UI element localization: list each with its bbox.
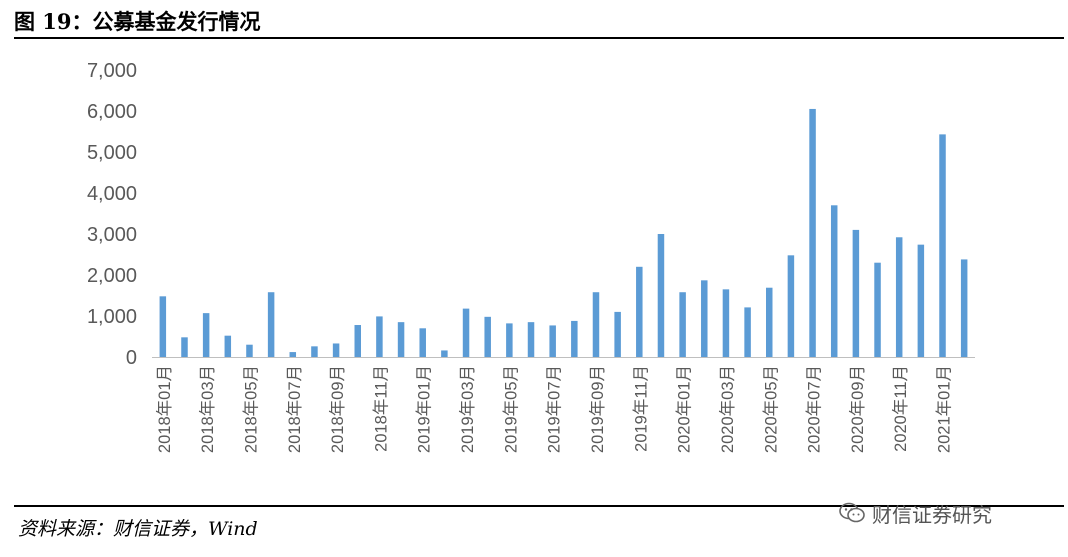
x-axis-tick-labels: 2018年01月 2018年03月 2018年05月 2018年07月 2018年09月… <box>155 365 954 453</box>
watermark-text: 财信证券研究 <box>872 502 992 527</box>
bar <box>181 337 188 357</box>
x-tick-label: 2018年07月 <box>285 365 304 453</box>
x-tick-label: 2020年05月 <box>761 365 780 453</box>
x-tick-label: 2019年11月 <box>631 365 650 452</box>
bar <box>744 307 751 357</box>
x-tick-label: 2020年03月 <box>718 365 737 453</box>
bar <box>657 234 665 357</box>
bar <box>809 108 816 357</box>
bar <box>874 262 881 357</box>
watermark: 财信证券研究 <box>838 498 992 528</box>
bar <box>441 350 448 357</box>
x-tick-label: 2019年01月 <box>415 365 434 453</box>
bar <box>224 335 232 357</box>
x-tick-label: 2020年07月 <box>805 365 824 453</box>
bar <box>571 320 578 357</box>
x-tick-label: 2018年05月 <box>241 365 260 453</box>
bar <box>311 346 318 357</box>
y-tick-label: 7,000 <box>87 60 137 82</box>
bar <box>376 316 383 357</box>
bar <box>614 311 621 357</box>
bar <box>397 322 405 357</box>
x-tick-label: 2019年03月 <box>458 365 477 453</box>
bar <box>506 323 513 357</box>
bar <box>852 229 860 357</box>
x-tick-label: 2018年03月 <box>198 365 217 453</box>
bar <box>419 328 426 357</box>
x-tick-label: 2021年01月 <box>935 365 954 453</box>
footer-divider <box>14 505 1064 507</box>
x-tick-label: 2018年11月 <box>371 365 390 452</box>
bar <box>960 259 968 357</box>
y-tick-label: 5,000 <box>87 142 137 164</box>
x-tick-label: 2020年11月 <box>891 365 910 452</box>
bar-chart: 0 1,000 2,000 3,000 4,000 5,000 6,000 7,000 201… <box>87 60 975 453</box>
y-tick-label: 4,000 <box>87 183 137 205</box>
x-tick-label: 2020年09月 <box>848 365 867 453</box>
bar <box>636 266 643 357</box>
bar <box>202 313 210 357</box>
bar <box>527 322 535 357</box>
bar <box>592 292 600 357</box>
y-tick-label: 2,000 <box>87 265 137 287</box>
x-tick-label: 2019年07月 <box>545 365 564 453</box>
x-tick-label: 2020年01月 <box>675 365 694 453</box>
bar <box>332 343 340 357</box>
y-tick-label: 0 <box>126 347 137 369</box>
bar <box>549 325 556 357</box>
bar <box>354 325 361 357</box>
bar <box>787 255 795 357</box>
bar <box>246 344 253 357</box>
y-tick-label: 6,000 <box>87 101 137 123</box>
y-tick-label: 1,000 <box>87 306 137 328</box>
bar <box>830 205 838 357</box>
bar <box>917 244 925 357</box>
x-tick-label: 2018年09月 <box>328 365 347 453</box>
bar <box>895 237 903 357</box>
bar <box>462 308 470 357</box>
x-tick-label: 2019年05月 <box>501 365 520 453</box>
y-tick-label: 3,000 <box>87 224 137 246</box>
page-title: 图 19：公募基金发行情况 <box>14 9 261 34</box>
source-note: 资料来源：财信证券，Wind <box>18 518 258 540</box>
bar <box>679 292 686 357</box>
y-axis: 0 1,000 2,000 3,000 4,000 5,000 6,000 7,000 <box>87 60 137 369</box>
bar <box>939 134 946 357</box>
bar <box>289 352 297 357</box>
x-tick-label: 2019年09月 <box>588 365 607 453</box>
bar <box>159 296 167 357</box>
wechat-icon <box>838 501 866 525</box>
x-tick-label: 2018年01月 <box>155 365 174 453</box>
bar <box>701 280 708 357</box>
title-divider <box>14 37 1064 39</box>
bar <box>766 287 773 357</box>
bar <box>722 289 730 357</box>
bars <box>159 108 968 357</box>
bar <box>267 292 275 357</box>
bar <box>484 316 491 357</box>
